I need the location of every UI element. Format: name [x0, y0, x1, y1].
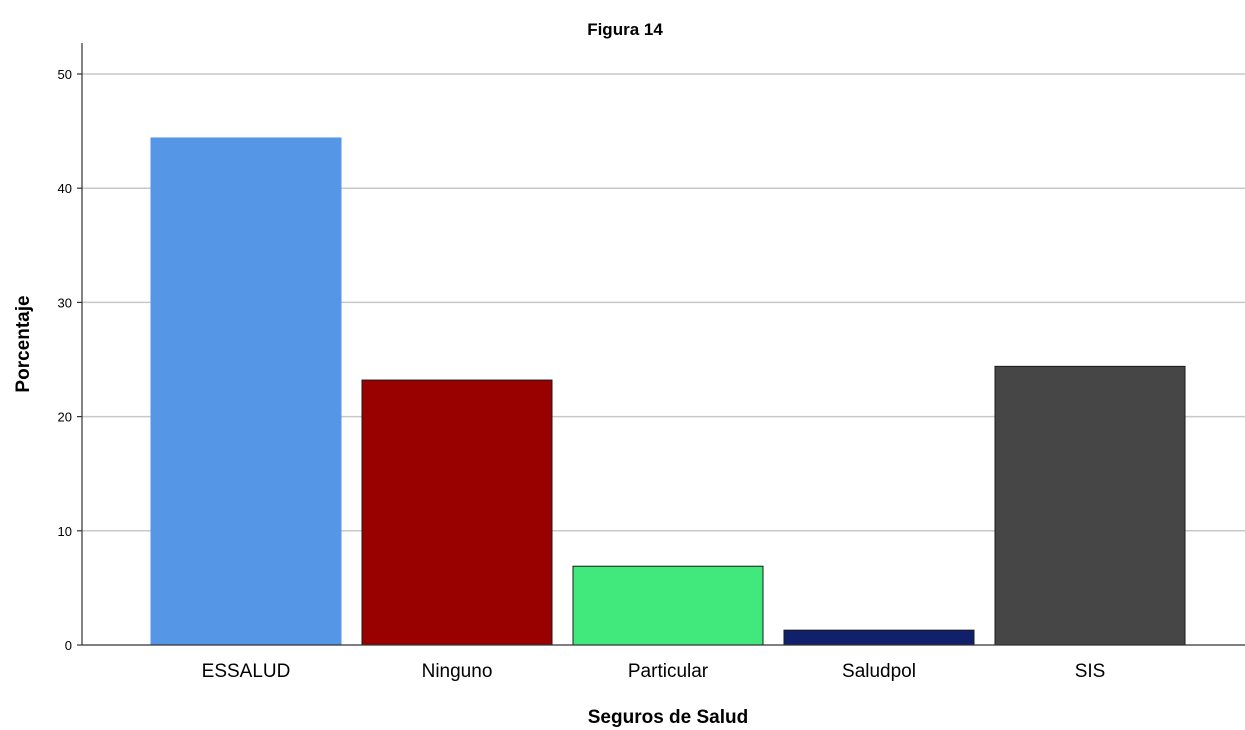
bar-sis: [994, 365, 1186, 646]
x-tick-label-essalud: ESSALUD: [202, 661, 291, 682]
x-tick-label-ninguno: Ninguno: [422, 661, 493, 682]
y-tick-label: 40: [58, 181, 72, 196]
axes: [81, 43, 1245, 646]
y-axis-title: Porcentaje: [13, 295, 34, 392]
x-tick-label-saludpol: Saludpol: [842, 661, 916, 682]
y-tick-label: 20: [58, 410, 72, 425]
y-tick-label: 10: [58, 524, 72, 539]
x-tick-label-sis: SIS: [1075, 661, 1106, 682]
x-tick-label-particular: Particular: [628, 661, 709, 682]
y-tick-labels: 0 10 20 30 40 50: [58, 67, 82, 653]
y-tick-label: 30: [58, 295, 72, 310]
bar-saludpol: [783, 629, 975, 646]
x-tick-labels: ESSALUD Ninguno Particular Saludpol SIS: [202, 661, 1106, 682]
y-tick-label: 50: [58, 67, 72, 82]
y-tick-label: 0: [65, 638, 72, 653]
chart-title: Figura 14: [587, 20, 663, 39]
bar-particular: [572, 565, 764, 646]
bar-essalud: [150, 137, 342, 646]
bars: [150, 137, 1186, 646]
bar-ninguno: [361, 379, 553, 646]
x-axis-title: Seguros de Salud: [588, 707, 748, 728]
